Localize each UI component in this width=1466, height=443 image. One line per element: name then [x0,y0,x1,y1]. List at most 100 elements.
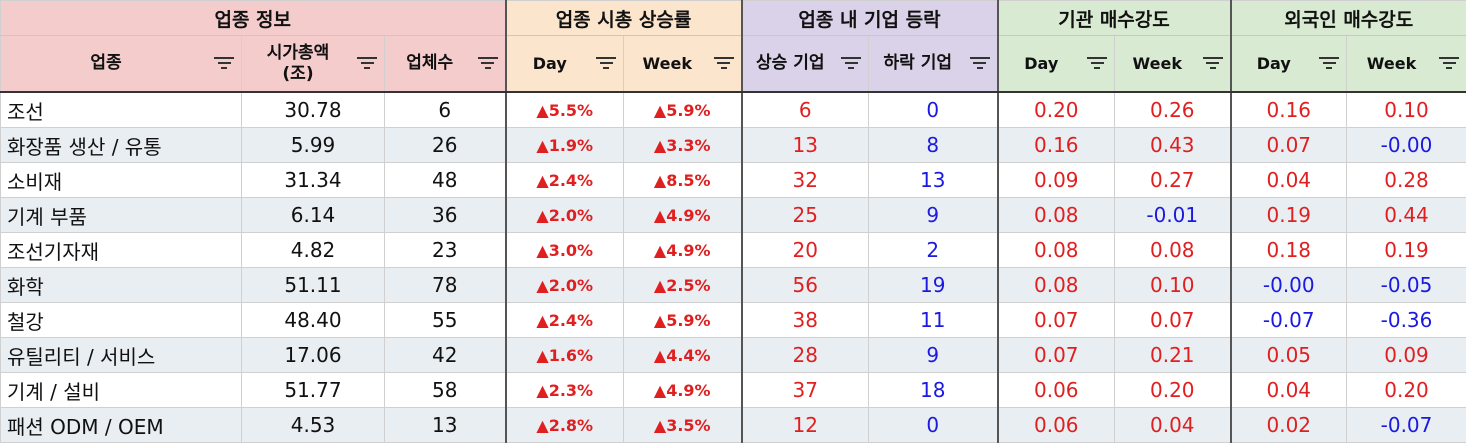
falling-count: 2 [868,232,998,268]
company-count: 78 [384,267,506,303]
cap-day: ▲2.0% [504,197,624,233]
filter-icon[interactable] [713,56,735,71]
company-count: 42 [384,337,506,373]
falling-count: 0 [868,91,998,128]
table-row[interactable]: 조선기자재 4.82 23 ▲3.0% ▲4.9% 20 2 0.08 0.08… [0,232,1466,268]
table-row[interactable]: 유틸리티 / 서비스 17.06 42 ▲1.6% ▲4.4% 28 9 0.0… [0,337,1466,373]
rising-count: 32 [740,162,869,198]
inst-week: 0.26 [1114,91,1231,128]
cap-week: ▲3.3% [623,127,742,163]
cap-day: ▲5.5% [504,91,624,128]
market-cap: 4.82 [241,232,385,268]
rising-count: 12 [740,407,869,443]
col-cap-day: Day [504,35,624,93]
filter-icon[interactable] [477,56,499,71]
sector-name: 소비재 [0,162,242,198]
filter-icon[interactable] [595,56,617,71]
market-cap: 5.99 [241,127,385,163]
company-count: 48 [384,162,506,198]
foreign-week: -0.36 [1345,302,1466,338]
inst-week: 0.21 [1114,337,1231,373]
col-cap-week: Week [623,35,742,93]
inst-week: 0.43 [1114,127,1231,163]
sector-name: 기계 부품 [0,197,242,233]
inst-day: 0.07 [996,302,1115,338]
table-row[interactable]: 기계 부품 6.14 36 ▲2.0% ▲4.9% 25 9 0.08 -0.0… [0,197,1466,233]
inst-week: 0.10 [1114,267,1231,303]
group-institution: 기관 매수강도 [996,0,1231,36]
market-cap: 30.78 [241,91,385,128]
inst-week: 0.27 [1114,162,1231,198]
cap-day: ▲3.0% [504,232,624,268]
company-count: 36 [384,197,506,233]
cap-week: ▲2.5% [623,267,742,303]
foreign-week: -0.05 [1345,267,1466,303]
market-cap: 51.11 [241,267,385,303]
cap-day: ▲2.8% [504,407,624,443]
filter-icon[interactable] [1202,56,1224,71]
rising-count: 6 [740,91,869,128]
group-foreign: 외국인 매수강도 [1229,0,1466,36]
foreign-day: 0.04 [1229,372,1347,408]
foreign-day: 0.05 [1229,337,1347,373]
group-sector-info: 업종 정보 [0,0,506,36]
foreign-day: -0.07 [1229,302,1347,338]
sector-name: 조선기자재 [0,232,242,268]
inst-day: 0.20 [996,91,1115,128]
filter-icon[interactable] [840,56,862,71]
col-falling: 하락 기업 [868,35,998,93]
cap-day: ▲1.9% [504,127,624,163]
table-row[interactable]: 기계 / 설비 51.77 58 ▲2.3% ▲4.9% 37 18 0.06 … [0,372,1466,408]
rising-count: 38 [740,302,869,338]
cap-week: ▲4.9% [623,372,742,408]
rising-count: 37 [740,372,869,408]
falling-count: 0 [868,407,998,443]
falling-count: 19 [868,267,998,303]
market-cap: 4.53 [241,407,385,443]
market-cap: 31.34 [241,162,385,198]
cap-week: ▲8.5% [623,162,742,198]
filter-icon[interactable] [213,56,235,71]
filter-icon[interactable] [1318,56,1340,71]
company-count: 13 [384,407,506,443]
falling-count: 13 [868,162,998,198]
sector-name: 철강 [0,302,242,338]
falling-count: 11 [868,302,998,338]
inst-week: 0.07 [1114,302,1231,338]
inst-week: 0.04 [1114,407,1231,443]
filter-icon[interactable] [1086,56,1108,71]
foreign-day: -0.00 [1229,267,1347,303]
foreign-week: -0.00 [1345,127,1466,163]
filter-icon[interactable] [356,56,378,71]
table-row[interactable]: 화학 51.11 78 ▲2.0% ▲2.5% 56 19 0.08 0.10 … [0,267,1466,303]
rising-count: 20 [740,232,869,268]
market-cap: 6.14 [241,197,385,233]
rising-count: 56 [740,267,869,303]
cap-day: ▲2.0% [504,267,624,303]
table-row[interactable]: 패션 ODM / OEM 4.53 13 ▲2.8% ▲3.5% 12 0 0.… [0,407,1466,443]
foreign-day: 0.02 [1229,407,1347,443]
table-row[interactable]: 소비재 31.34 48 ▲2.4% ▲8.5% 32 13 0.09 0.27… [0,162,1466,198]
inst-day: 0.16 [996,127,1115,163]
table-row[interactable]: 철강 48.40 55 ▲2.4% ▲5.9% 38 11 0.07 0.07 … [0,302,1466,338]
inst-day: 0.08 [996,197,1115,233]
falling-count: 9 [868,337,998,373]
cap-week: ▲4.9% [623,197,742,233]
falling-count: 18 [868,372,998,408]
cap-day: ▲1.6% [504,337,624,373]
filter-icon[interactable] [969,56,991,71]
company-count: 26 [384,127,506,163]
cap-week: ▲3.5% [623,407,742,443]
filter-icon[interactable] [1438,56,1460,71]
falling-count: 9 [868,197,998,233]
company-count: 23 [384,232,506,268]
foreign-week: 0.28 [1345,162,1466,198]
table-row[interactable]: 화장품 생산 / 유통 5.99 26 ▲1.9% ▲3.3% 13 8 0.1… [0,127,1466,163]
column-header-row: 업종 시가총액 (조) 업체수 Day Week 상승 기업 하락 기업 Day … [0,35,1466,93]
foreign-day: 0.19 [1229,197,1347,233]
foreign-week: 0.09 [1345,337,1466,373]
table-row[interactable]: 조선 30.78 6 ▲5.5% ▲5.9% 6 0 0.20 0.26 0.1… [0,91,1466,128]
cap-day: ▲2.3% [504,372,624,408]
cap-week: ▲4.9% [623,232,742,268]
